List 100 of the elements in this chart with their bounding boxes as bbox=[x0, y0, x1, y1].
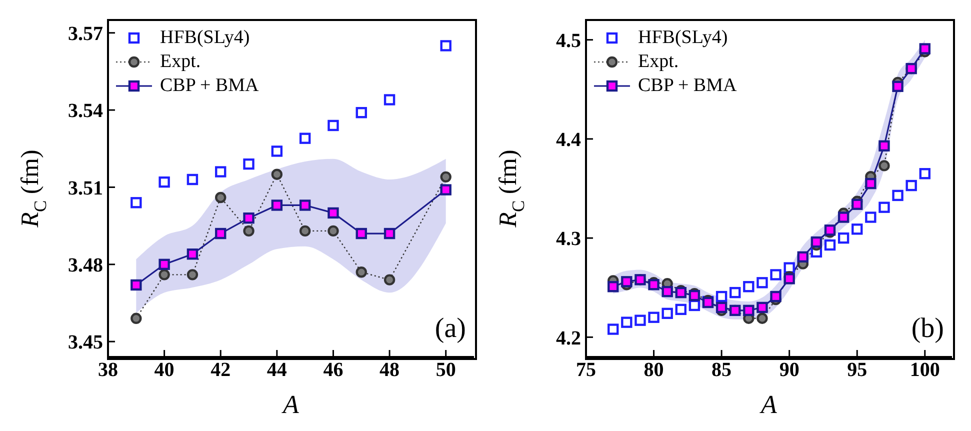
point bbox=[662, 286, 673, 298]
y-tick-label: 3.57 bbox=[68, 22, 103, 45]
point bbox=[756, 312, 768, 324]
point bbox=[878, 202, 890, 213]
point bbox=[158, 269, 170, 280]
x-tick-label: 90 bbox=[779, 359, 800, 382]
annotation: (b) bbox=[911, 313, 944, 345]
x-tick-label: 85 bbox=[712, 359, 732, 382]
point bbox=[810, 236, 822, 248]
point bbox=[743, 304, 754, 316]
y-tick-label: 3.54 bbox=[68, 100, 103, 122]
point bbox=[243, 225, 254, 237]
point bbox=[243, 158, 254, 170]
point bbox=[608, 281, 619, 292]
point bbox=[328, 120, 339, 132]
point bbox=[824, 239, 836, 251]
point bbox=[892, 190, 904, 202]
point bbox=[440, 40, 452, 52]
point bbox=[648, 312, 660, 323]
legend-label: HFB(SLy4) bbox=[638, 26, 728, 50]
annotation: (a) bbox=[434, 313, 466, 345]
point bbox=[621, 276, 632, 288]
point bbox=[852, 224, 863, 235]
point bbox=[716, 302, 728, 314]
point bbox=[865, 178, 876, 190]
legend-label: HFB(SLy4) bbox=[160, 26, 250, 50]
point bbox=[215, 228, 226, 240]
x-axis-title: A bbox=[759, 390, 778, 419]
point bbox=[130, 312, 142, 324]
y-tick-label: 4.5 bbox=[556, 30, 581, 52]
y-tick-label: 3.45 bbox=[68, 332, 103, 354]
point bbox=[186, 174, 198, 186]
point bbox=[158, 258, 170, 270]
point bbox=[186, 248, 198, 260]
legend-label: CBP + BMA bbox=[638, 74, 737, 98]
x-tick-label: 48 bbox=[380, 359, 400, 382]
point bbox=[356, 107, 367, 118]
y-tick-label: 4.4 bbox=[556, 129, 581, 152]
point bbox=[215, 166, 226, 178]
point bbox=[158, 176, 170, 188]
y-tick-label: 4.2 bbox=[556, 327, 581, 350]
point bbox=[384, 94, 396, 106]
point bbox=[215, 192, 226, 204]
point bbox=[838, 232, 850, 244]
x-axis-title: A bbox=[281, 390, 300, 419]
point bbox=[878, 160, 890, 172]
x-tick-label: 38 bbox=[98, 359, 118, 382]
point bbox=[243, 212, 254, 224]
point bbox=[130, 279, 142, 291]
point bbox=[892, 80, 904, 92]
point bbox=[770, 269, 782, 280]
point bbox=[440, 184, 452, 196]
point bbox=[756, 302, 768, 314]
x-tick-label: 80 bbox=[644, 359, 664, 382]
point bbox=[675, 304, 686, 316]
point bbox=[662, 308, 673, 319]
point bbox=[356, 228, 367, 240]
point bbox=[919, 43, 930, 54]
point bbox=[906, 180, 917, 192]
point bbox=[299, 200, 311, 211]
point bbox=[384, 274, 396, 286]
y-tick-label: 3.48 bbox=[68, 254, 103, 276]
point bbox=[838, 212, 850, 223]
x-tick-label: 95 bbox=[847, 359, 868, 382]
legend-label: CBP + BMA bbox=[160, 74, 259, 98]
point bbox=[621, 316, 632, 328]
point bbox=[688, 300, 700, 312]
point bbox=[440, 171, 452, 183]
point bbox=[784, 262, 795, 274]
point bbox=[919, 168, 930, 180]
point bbox=[730, 286, 741, 298]
x-tick-label: 100 bbox=[910, 359, 940, 382]
legend-label: Expt. bbox=[160, 50, 201, 74]
point bbox=[716, 290, 728, 302]
x-tick-label: 50 bbox=[436, 359, 456, 382]
x-tick-label: 40 bbox=[154, 359, 174, 382]
point bbox=[299, 225, 311, 237]
point bbox=[130, 197, 142, 208]
point bbox=[186, 269, 198, 280]
point bbox=[271, 200, 283, 211]
point bbox=[328, 207, 339, 219]
legend-label: Expt. bbox=[638, 50, 679, 74]
point bbox=[797, 251, 808, 262]
point bbox=[271, 168, 283, 180]
y-tick-label: 3.51 bbox=[68, 177, 103, 200]
point bbox=[356, 266, 367, 278]
point bbox=[852, 198, 863, 210]
point bbox=[770, 290, 782, 302]
point bbox=[756, 277, 768, 288]
point bbox=[271, 146, 283, 157]
point bbox=[384, 228, 396, 240]
point bbox=[743, 281, 754, 292]
point bbox=[299, 132, 311, 144]
point bbox=[328, 225, 339, 237]
y-tick-label: 4.3 bbox=[556, 228, 581, 250]
x-tick-label: 75 bbox=[576, 359, 596, 382]
point bbox=[878, 140, 890, 152]
x-tick-label: 46 bbox=[323, 359, 344, 382]
point bbox=[634, 314, 646, 326]
x-tick-label: 44 bbox=[266, 359, 287, 382]
